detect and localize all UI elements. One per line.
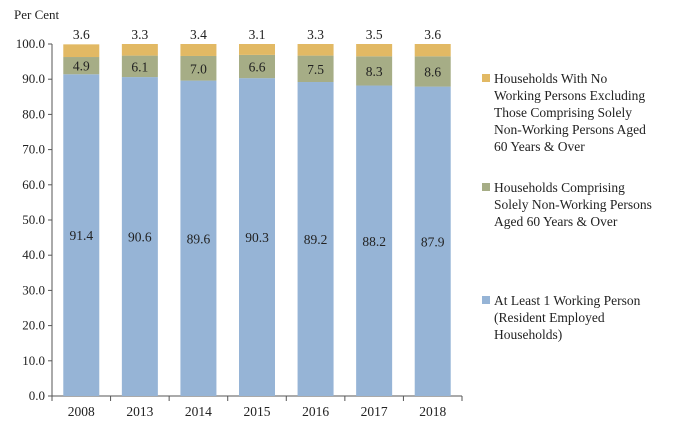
data-label: 3.3 — [307, 27, 324, 42]
legend-line: Working Persons Excluding — [494, 88, 646, 103]
x-tick-label: 2018 — [419, 404, 446, 419]
bar-segment — [356, 44, 393, 57]
x-tick-label: 2015 — [244, 404, 271, 419]
bar-segment — [63, 57, 100, 75]
legend-item-at-least-one-working: At Least 1 Working Person (Resident Empl… — [482, 292, 687, 343]
y-tick-label: 60.0 — [22, 177, 45, 192]
bar-segment — [239, 78, 275, 397]
bar-segment — [180, 55, 217, 81]
data-label: 88.2 — [362, 234, 386, 249]
data-label: 90.6 — [128, 230, 152, 245]
bar-segment — [121, 55, 158, 78]
legend-swatch — [482, 74, 490, 82]
legend-line: (Resident Employed — [494, 310, 605, 325]
legend-line: Aged 60 Years & Over — [494, 214, 618, 229]
bar-segment — [414, 44, 451, 57]
x-tick-label: 2013 — [126, 404, 153, 419]
x-tick-label: 2008 — [68, 404, 95, 419]
legend-line: Households) — [494, 327, 563, 342]
legend-line: 60 Years & Over — [494, 139, 585, 154]
y-tick-label: 40.0 — [22, 247, 45, 262]
data-label: 3.3 — [131, 27, 148, 42]
bar-segment — [297, 82, 334, 397]
y-tick-label: 70.0 — [22, 142, 45, 157]
data-label: 6.1 — [131, 59, 148, 74]
bar-segment — [414, 86, 451, 396]
data-label: 89.6 — [187, 231, 211, 246]
legend-item-no-working-persons: Households With No Working Persons Exclu… — [482, 70, 687, 155]
legend-line: Solely Non-Working Persons — [494, 197, 652, 212]
data-label: 7.5 — [307, 62, 324, 77]
legend-swatch — [482, 183, 490, 191]
y-tick-label: 10.0 — [22, 353, 45, 368]
legend-item-non-working-60-over: Households Comprising Solely Non-Working… — [482, 179, 687, 230]
data-label: 3.4 — [190, 27, 207, 42]
y-tick-label: 50.0 — [22, 212, 45, 227]
y-tick-label: 100.0 — [16, 36, 45, 51]
legend-line: Households Comprising — [494, 180, 625, 195]
bar-segment — [239, 54, 275, 79]
bar-segment — [63, 74, 100, 396]
data-label: 3.6 — [73, 27, 90, 42]
bar-segment — [356, 56, 393, 86]
data-label: 4.9 — [73, 59, 90, 74]
y-tick-label: 80.0 — [22, 106, 45, 121]
data-label: 90.3 — [245, 230, 269, 245]
legend: Households With No Working Persons Exclu… — [482, 70, 687, 343]
y-tick-label: 30.0 — [22, 282, 45, 297]
legend-line: Households With No — [494, 71, 608, 86]
legend-line: Those Comprising Solely — [494, 105, 632, 120]
data-label: 8.6 — [424, 64, 441, 79]
bar-segment — [356, 85, 393, 396]
bar-segment — [180, 44, 217, 56]
data-label: 7.0 — [190, 61, 207, 76]
y-tick-label: 20.0 — [22, 318, 45, 333]
x-tick-label: 2017 — [361, 404, 388, 419]
bar-segment — [239, 44, 275, 55]
data-label: 91.4 — [69, 228, 93, 243]
data-label: 8.3 — [366, 64, 383, 79]
y-axis-title: Per Cent — [14, 7, 60, 22]
legend-swatch — [482, 296, 490, 304]
bar-segment — [121, 77, 158, 396]
y-tick-label: 90.0 — [22, 71, 45, 86]
data-label: 89.2 — [304, 232, 328, 247]
legend-line: At Least 1 Working Person — [494, 293, 641, 308]
bar-segment — [414, 56, 451, 87]
data-label: 87.9 — [421, 234, 445, 249]
bar-segment — [297, 44, 334, 56]
x-tick-label: 2016 — [302, 404, 329, 419]
legend-line: Non-Working Persons Aged — [494, 122, 646, 137]
data-label: 3.1 — [249, 27, 266, 42]
data-label: 3.5 — [366, 27, 383, 42]
bar-segment — [180, 80, 217, 396]
data-label: 6.6 — [249, 60, 266, 75]
y-tick-label: 0.0 — [29, 388, 45, 403]
x-tick-label: 2014 — [185, 404, 212, 419]
bar-segment — [63, 44, 100, 58]
bar-segment — [297, 55, 334, 83]
data-label: 3.6 — [424, 27, 441, 42]
bar-segment — [121, 44, 158, 56]
